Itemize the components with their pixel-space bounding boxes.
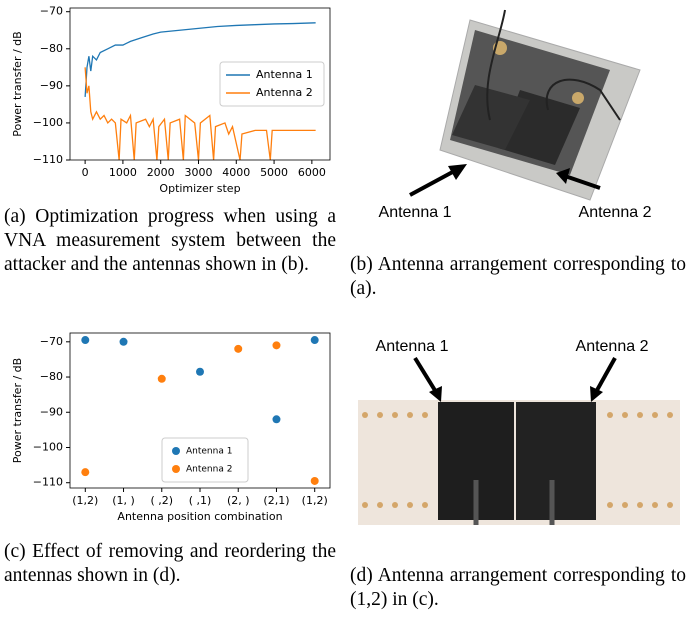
x-tick-label: 1000 xyxy=(109,166,137,179)
line xyxy=(84,22,316,98)
point xyxy=(81,468,90,477)
caption: (c) Effect of removing and reordering th… xyxy=(4,541,336,586)
point xyxy=(119,337,128,346)
photo-label: Antenna 2 xyxy=(576,338,649,355)
x-tick-label: 6000 xyxy=(298,166,326,179)
axes-frame xyxy=(69,7,331,161)
x-axis-label: Optimizer step xyxy=(159,182,240,195)
x-tick-label: 3000 xyxy=(184,166,212,179)
x-tick-label: 5000 xyxy=(260,166,288,179)
y-tick-label: −70 xyxy=(40,5,63,18)
legend-box xyxy=(219,61,325,107)
photo-b: Antenna 1 Antenna 2 xyxy=(379,9,652,221)
point xyxy=(157,374,166,383)
y-tick-label: −80 xyxy=(40,370,63,383)
point xyxy=(81,336,90,345)
legend-label: Antenna 1 xyxy=(186,447,232,457)
x-tick-label: 4000 xyxy=(222,166,250,179)
y-tick-label: −110 xyxy=(33,476,63,489)
y-tick-label: −80 xyxy=(40,42,63,55)
x-tick-label: ( ,2) xyxy=(150,494,173,507)
x-tick-label: (2, ) xyxy=(227,494,250,507)
caption: (a) Optimization progress when using a V… xyxy=(4,206,336,275)
y-tick-label: −100 xyxy=(33,440,63,453)
y-tick-label: −90 xyxy=(40,405,63,418)
plot-area xyxy=(81,336,319,485)
point xyxy=(234,344,243,353)
x-axis-label: Antenna position combination xyxy=(117,510,282,523)
photo-label: Antenna 1 xyxy=(376,338,449,355)
axes-frame xyxy=(69,332,331,489)
x-tick-label: ( ,1) xyxy=(189,494,212,507)
caption: (b) Antenna arrangement corresponding to… xyxy=(350,254,686,299)
line xyxy=(84,67,316,160)
photo-label: Antenna 2 xyxy=(579,204,652,221)
y-tick-label: −100 xyxy=(33,116,63,129)
legend-label: Antenna 2 xyxy=(186,465,232,475)
x-tick-label: (1,2) xyxy=(72,494,98,507)
x-tick-label: 0 xyxy=(82,166,89,179)
x-tick-label: (1,2) xyxy=(302,494,328,507)
photo-d: Antenna 1 Antenna 2 xyxy=(358,338,680,525)
photo-label: Antenna 1 xyxy=(379,204,452,221)
x-tick-label: (1, ) xyxy=(112,494,135,507)
x-tick-label: (2,1) xyxy=(263,494,289,507)
y-tick-label: −70 xyxy=(40,335,63,348)
point xyxy=(310,336,319,345)
legend-swatch xyxy=(172,447,180,455)
legend-box xyxy=(161,437,249,483)
point xyxy=(272,415,281,424)
legend-swatch xyxy=(172,465,180,473)
caption: (d) Antenna arrangement corresponding to… xyxy=(350,565,686,610)
x-tick-label: 2000 xyxy=(147,166,175,179)
legend-label: Antenna 2 xyxy=(256,86,313,99)
y-tick-label: −90 xyxy=(40,79,63,92)
point xyxy=(196,367,204,376)
y-axis-label: Power transfer / dB xyxy=(11,358,24,463)
point xyxy=(310,476,319,485)
y-axis-label: Power transfer / dB xyxy=(11,31,24,136)
legend-label: Antenna 1 xyxy=(256,68,313,81)
point xyxy=(272,341,281,350)
plot-area xyxy=(84,22,316,160)
y-tick-label: −110 xyxy=(33,153,63,166)
